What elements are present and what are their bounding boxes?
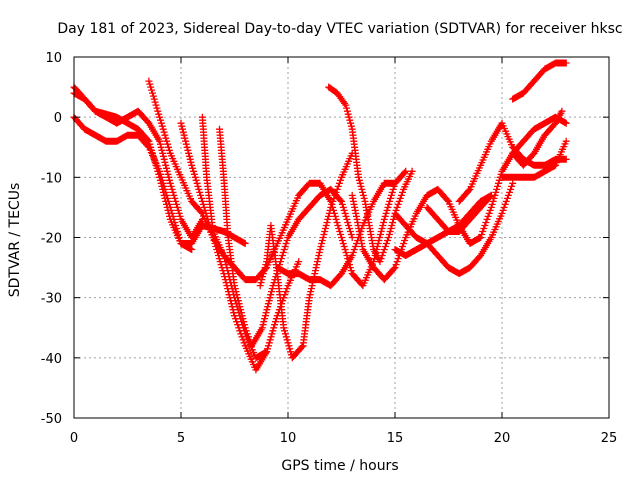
point-markers bbox=[423, 191, 495, 235]
point-markers bbox=[70, 113, 196, 253]
y-axis-title: SDTVAR / TECUs bbox=[7, 183, 23, 298]
point-markers bbox=[216, 125, 356, 350]
y-tick-label: -30 bbox=[41, 292, 62, 307]
data-points bbox=[70, 59, 570, 374]
point-markers bbox=[325, 83, 416, 266]
point-markers bbox=[498, 137, 570, 181]
point-markers bbox=[256, 149, 356, 362]
y-tick-label: 10 bbox=[45, 51, 62, 66]
series-track-8 bbox=[256, 149, 356, 362]
point-markers bbox=[391, 179, 517, 278]
point-markers bbox=[509, 107, 566, 169]
series-track-3 bbox=[70, 89, 206, 241]
series-track-10 bbox=[325, 83, 416, 266]
x-axis-title: GPS time / hours bbox=[281, 458, 398, 474]
y-tick-label: -20 bbox=[41, 232, 62, 247]
y-tick-label: -40 bbox=[41, 352, 62, 367]
x-tick-label: 5 bbox=[177, 431, 185, 446]
y-tick-label: 0 bbox=[54, 111, 62, 126]
point-markers bbox=[273, 179, 399, 290]
axis-ticks bbox=[73, 56, 610, 419]
axis-tick-labels: 0 5 10 15 20 25 -50 -40 -30 -20 -10 0 10 bbox=[41, 51, 618, 446]
series-track-13 bbox=[391, 179, 517, 278]
series-track-2 bbox=[70, 113, 196, 253]
point-markers bbox=[70, 89, 206, 241]
x-tick-label: 20 bbox=[494, 431, 511, 446]
point-markers bbox=[198, 113, 410, 290]
x-tick-label: 10 bbox=[280, 431, 297, 446]
x-tick-label: 15 bbox=[387, 431, 404, 446]
x-tick-label: 0 bbox=[70, 431, 78, 446]
point-markers bbox=[509, 59, 570, 103]
series-track-6 bbox=[198, 113, 410, 290]
series-track-16 bbox=[498, 137, 570, 181]
series-track-15 bbox=[423, 191, 495, 235]
series-track-18 bbox=[509, 59, 570, 103]
series-track-7 bbox=[216, 125, 356, 350]
series-track-9 bbox=[273, 179, 399, 290]
x-tick-label: 25 bbox=[601, 431, 618, 446]
series-track-14 bbox=[455, 119, 570, 205]
y-tick-label: -10 bbox=[41, 171, 62, 186]
point-markers bbox=[455, 119, 570, 205]
series-track-17 bbox=[509, 107, 566, 169]
y-tick-label: -50 bbox=[41, 412, 62, 427]
chart-title: Day 181 of 2023, Sidereal Day-to-day VTE… bbox=[57, 21, 622, 37]
